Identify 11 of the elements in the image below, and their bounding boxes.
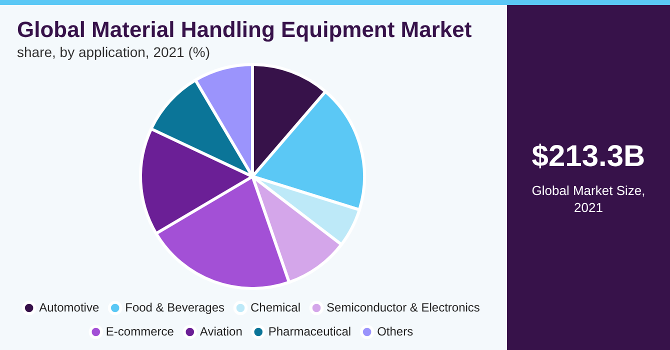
chart-subtitle: share, by application, 2021 (%) (17, 44, 210, 60)
legend-label: E-commerce (106, 324, 174, 338)
legend-label: Chemical (250, 300, 301, 314)
legend-label: Automotive (39, 300, 100, 314)
legend-label: Food & Beverages (125, 300, 225, 314)
legend-label: Others (377, 324, 414, 338)
legend-label: Pharmaceutical (268, 324, 352, 338)
legend-label: Semiconductor & Electronics (326, 300, 480, 314)
legend-label: Aviation (200, 324, 242, 338)
chart-title: Global Material Handling Equipment Market (17, 17, 472, 43)
side-panel: $213.3B Global Market Size, 2021 (507, 5, 670, 350)
